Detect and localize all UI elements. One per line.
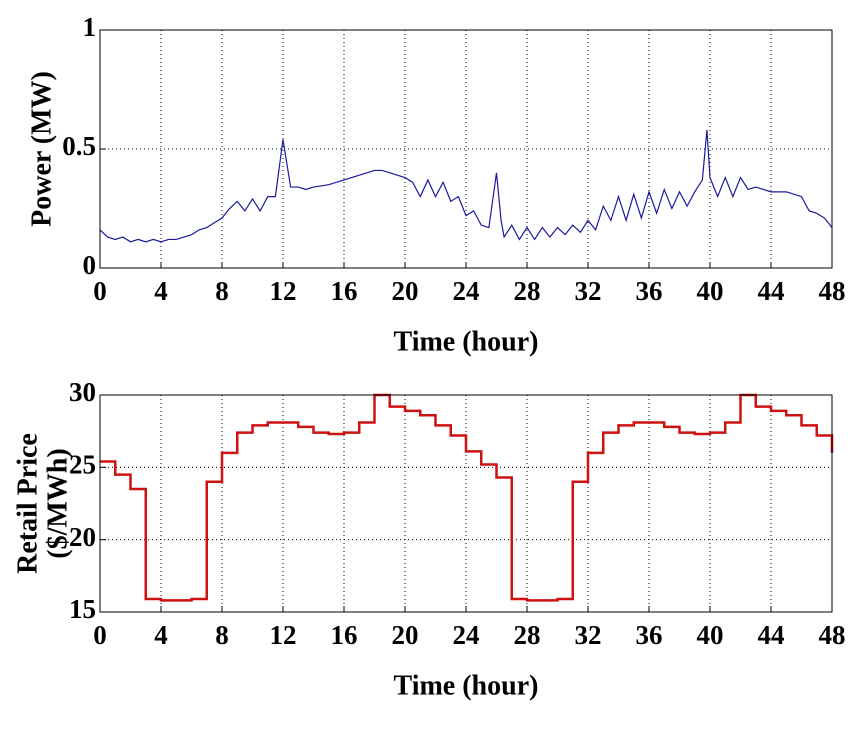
y-axis-label: Power (MW)	[26, 71, 57, 227]
x-axis-label: Time (hour)	[394, 326, 539, 357]
x-tick-label: 8	[215, 276, 229, 306]
y-tick-label: 20	[69, 522, 96, 552]
x-tick-label: 40	[697, 620, 724, 650]
data-line	[99, 129, 833, 243]
y-tick-label: 1	[83, 12, 97, 42]
x-tick-label: 44	[758, 276, 785, 306]
plot-area	[100, 30, 832, 268]
x-tick-label: 24	[453, 276, 480, 306]
y-tick-label: 30	[69, 377, 96, 407]
x-tick-label: 36	[636, 620, 663, 650]
plot-frame	[99, 394, 833, 613]
x-tick-label: 20	[392, 276, 419, 306]
x-tick-label: 32	[575, 276, 602, 306]
x-tick-label: 32	[575, 620, 602, 650]
x-tick-label: 12	[270, 620, 297, 650]
plot-frame	[99, 29, 833, 269]
x-tick-label: 12	[270, 276, 297, 306]
x-tick-label: 16	[331, 276, 358, 306]
y-tick-label: 25	[69, 450, 96, 480]
y-axis-label: Retail Price	[12, 433, 43, 574]
y-axis-label: ($/MWh)	[42, 448, 73, 558]
x-tick-label: 40	[697, 276, 724, 306]
y-tick-label: 0	[83, 250, 97, 280]
x-tick-label: 20	[392, 620, 419, 650]
x-tick-label: 16	[331, 620, 358, 650]
x-tick-label: 8	[215, 620, 229, 650]
y-tick-label: 15	[69, 594, 96, 624]
x-tick-label: 28	[514, 276, 541, 306]
x-tick-label: 4	[154, 620, 168, 650]
data-line	[100, 393, 834, 602]
x-tick-label: 0	[93, 620, 107, 650]
x-tick-label: 44	[758, 620, 785, 650]
x-tick-label: 24	[453, 620, 480, 650]
x-tick-label: 4	[154, 276, 168, 306]
x-axis-label: Time (hour)	[394, 670, 539, 701]
x-tick-label: 28	[514, 620, 541, 650]
x-tick-label: 0	[93, 276, 107, 306]
x-tick-label: 48	[819, 620, 846, 650]
x-tick-label: 48	[819, 276, 846, 306]
x-tick-label: 36	[636, 276, 663, 306]
y-tick-label: 0.5	[62, 131, 96, 161]
